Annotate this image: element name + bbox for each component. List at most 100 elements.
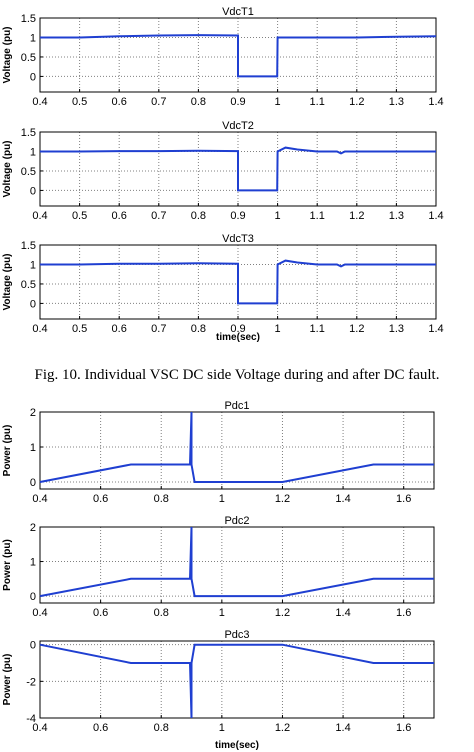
y-tick-label: 2 [30, 407, 36, 419]
chart-title: Pdc1 [224, 400, 249, 412]
x-tick-label: 1.6 [396, 493, 411, 505]
y-tick-label: -2 [26, 676, 36, 688]
chart-title: VdcT1 [222, 6, 254, 18]
y-axis-label: Voltage (pu) [2, 253, 13, 310]
y-tick-label: 0 [30, 185, 36, 197]
x-tick-label: 0.7 [151, 96, 166, 108]
x-tick-label: 0.5 [72, 323, 87, 335]
chart-pdc1: 0.4 0.6 0.8 1 1.2 1.4 1.6 0 1 2 Pdc1 Power (pu) [2, 400, 435, 505]
series-line [39, 526, 434, 598]
chart-title: VdcT2 [222, 120, 254, 132]
x-tick-label: 0.9 [230, 210, 245, 222]
x-tick-label: 1.1 [310, 210, 325, 222]
x-tick-label: 0.9 [230, 96, 245, 108]
x-tick-label: 1 [275, 210, 281, 222]
y-axis-label: Power (pu) [2, 539, 13, 591]
x-tick-label: 1.4 [428, 96, 443, 108]
series-line [40, 259, 436, 305]
series-line [39, 643, 434, 719]
y-tick-label: 1.5 [21, 240, 36, 252]
x-tick-label: 1.4 [335, 722, 350, 734]
x-tick-label: 1.4 [335, 493, 350, 505]
x-tick-label: 0.7 [151, 210, 166, 222]
y-tick-label: 1 [30, 557, 36, 569]
y-tick-label: 0.5 [21, 166, 36, 178]
x-tick-label: 0.4 [32, 210, 47, 222]
chart-vdct3: 0.4 0.5 0.6 0.7 0.8 0.9 1 1.1 1.2 1.3 1.4 0 0.5 1 1.5 V… [2, 233, 444, 343]
x-tick-label: 1.1 [310, 96, 325, 108]
x-tick-label: 0.8 [154, 722, 169, 734]
x-tick-label: 0.8 [191, 323, 206, 335]
x-tick-label: 1.4 [428, 323, 443, 335]
x-tick-label: 1.4 [428, 210, 443, 222]
y-tick-label: 0 [30, 71, 36, 83]
y-tick-label: 2 [30, 522, 36, 534]
x-tick-label: 1.2 [349, 323, 364, 335]
x-tick-label: 0.7 [151, 323, 166, 335]
y-tick-label: 1 [30, 442, 36, 454]
x-tick-label: 1.2 [275, 607, 290, 619]
chart-title: Pdc3 [224, 629, 249, 641]
chart-pdc2: 0.4 0.6 0.8 1 1.2 1.4 1.6 0 1 2 Pdc2 Power (pu) [2, 515, 435, 619]
x-tick-label: 0.6 [112, 210, 127, 222]
x-tick-label: 1.6 [396, 722, 411, 734]
x-tick-label: 0.6 [112, 323, 127, 335]
y-tick-label: -4 [26, 713, 36, 725]
y-tick-label: 1 [30, 146, 36, 158]
series-line [40, 34, 437, 78]
x-tick-label: 1.3 [389, 96, 404, 108]
x-tick-label: 0.6 [112, 96, 127, 108]
y-tick-label: 0.5 [21, 279, 36, 291]
x-tick-label: 0.8 [154, 493, 169, 505]
x-tick-label: 1 [275, 96, 281, 108]
x-tick-label: 1 [219, 722, 225, 734]
x-tick-label: 0.5 [72, 210, 87, 222]
plot-frame [39, 640, 435, 719]
x-tick-label: 1 [219, 607, 225, 619]
x-tick-label: 0.5 [72, 96, 87, 108]
y-axis-label: Power (pu) [2, 654, 13, 706]
plot-frame [39, 526, 435, 604]
x-tick-label: 0.4 [32, 607, 47, 619]
x-tick-label: 1.2 [275, 722, 290, 734]
chart-vdct1: 0.4 0.5 0.6 0.7 0.8 0.9 1 1.1 1.2 1.3 1.4 0 0.5 1 1.5 V… [2, 6, 444, 108]
series-line [39, 411, 434, 483]
x-axis-label: time(sec) [215, 740, 259, 751]
y-tick-label: 0 [30, 477, 36, 489]
figure-caption: Fig. 10. Individual VSC DC side Voltage … [35, 367, 440, 383]
y-tick-label: 1.5 [21, 13, 36, 25]
chart-title: VdcT3 [222, 233, 254, 245]
y-tick-label: 1.5 [21, 127, 36, 139]
y-tick-label: 1 [30, 32, 36, 44]
chart-pdc3: 0.4 0.6 0.8 1 1.2 1.4 1.6 0 -2 -4 Pdc3 Power (pu) ti… [2, 629, 435, 751]
x-tick-label: 1.2 [349, 210, 364, 222]
x-axis-label: time(sec) [216, 332, 260, 343]
x-tick-label: 0.4 [32, 722, 47, 734]
x-tick-label: 0.6 [93, 607, 108, 619]
x-tick-label: 0.6 [93, 722, 108, 734]
y-tick-label: 0 [30, 298, 36, 310]
y-axis-label: Power (pu) [2, 425, 13, 477]
y-tick-label: 0 [30, 640, 36, 652]
y-tick-label: 1 [30, 259, 36, 271]
x-tick-label: 0.9 [230, 323, 245, 335]
x-tick-label: 1.3 [389, 210, 404, 222]
plot-frame [39, 411, 435, 490]
y-tick-label: 0.5 [21, 52, 36, 64]
x-tick-label: 1 [219, 493, 225, 505]
y-axis-label: Voltage (pu) [2, 26, 13, 83]
chart-vdct2: 0.4 0.5 0.6 0.7 0.8 0.9 1 1.1 1.2 1.3 1.4 0 0.5 1 1.5 V… [2, 120, 444, 222]
x-tick-label: 1.2 [349, 96, 364, 108]
x-tick-label: 0.8 [191, 210, 206, 222]
x-tick-label: 0.8 [154, 607, 169, 619]
x-tick-label: 0.4 [32, 323, 47, 335]
y-tick-label: 0 [30, 591, 36, 603]
x-tick-label: 1.1 [310, 323, 325, 335]
x-tick-label: 1.6 [396, 607, 411, 619]
x-tick-label: 0.4 [32, 96, 47, 108]
x-tick-label: 1.3 [389, 323, 404, 335]
x-tick-label: 1 [275, 323, 281, 335]
chart-title: Pdc2 [224, 515, 249, 527]
x-tick-label: 0.8 [191, 96, 206, 108]
